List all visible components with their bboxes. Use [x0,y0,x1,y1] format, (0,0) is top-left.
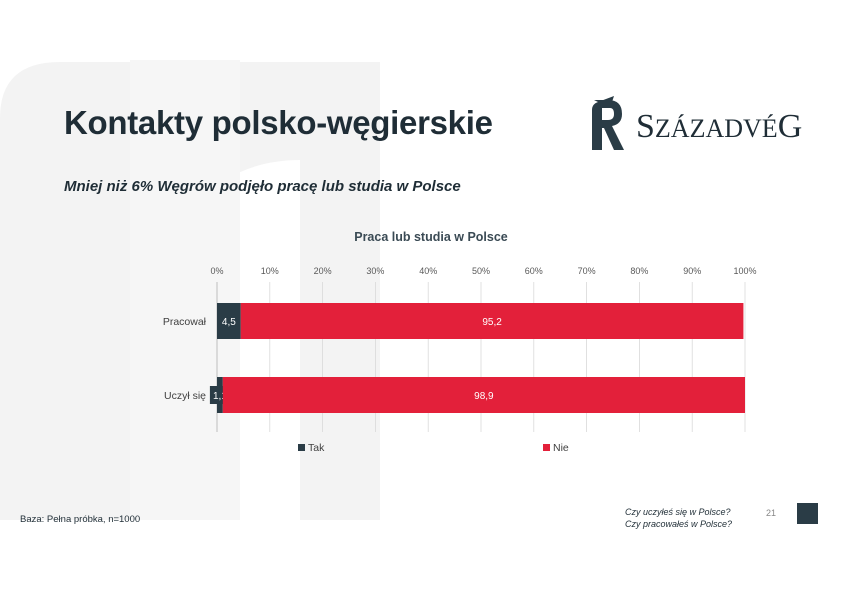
x-tick-label: 40% [419,266,437,276]
logo-letter-last: G [777,108,803,145]
logo-mark-icon [592,96,624,150]
x-tick-label: 0% [210,266,223,276]
x-tick-label: 10% [261,266,279,276]
page-subtitle: Mniej niż 6% Węgrów podjęło pracę lub st… [64,178,461,195]
survey-questions: Czy uczyłeś się w Polsce? Czy pracowałeś… [625,506,732,530]
legend-label: Tak [308,442,325,454]
legend-swatch [543,444,550,451]
x-tick-label: 20% [314,266,332,276]
logo-letters-middle: ZÁZADVÉ [654,114,778,143]
data-label: 98,9 [474,391,494,402]
data-label: 95,2 [482,317,502,328]
chart-title: Praca lub studia w Polsce [354,230,508,244]
data-label: 4,5 [222,317,236,328]
logo-letter-first: S [636,108,655,145]
category-label: Pracował [163,316,207,328]
base-note: Baza: Pełna próbka, n=1000 [20,514,141,525]
x-tick-label: 50% [472,266,490,276]
page-title: Kontakty polsko-węgierskie [64,104,493,141]
x-tick-label: 60% [525,266,543,276]
category-label: Uczył się [164,390,206,402]
corner-square [797,503,818,524]
x-tick-label: 70% [578,266,596,276]
question-worked: Czy pracowałeś w Polsce? [625,519,733,529]
bar-segment [217,303,241,339]
question-studied: Czy uczyłeś się w Polsce? [625,507,731,517]
page-number: 21 [766,508,777,518]
data-label: 1,1 [213,391,227,402]
x-tick-label: 80% [630,266,648,276]
x-tick-label: 30% [366,266,384,276]
legend-swatch [298,444,305,451]
x-tick-label: 100% [733,266,756,276]
legend-label: Nie [553,442,569,454]
bar-segment [240,303,744,339]
szazadveg-logo: SZÁZADVÉG [588,96,828,152]
x-tick-label: 90% [683,266,701,276]
bar-segment [222,377,746,413]
logo-text: SZÁZADVÉG [636,108,802,146]
